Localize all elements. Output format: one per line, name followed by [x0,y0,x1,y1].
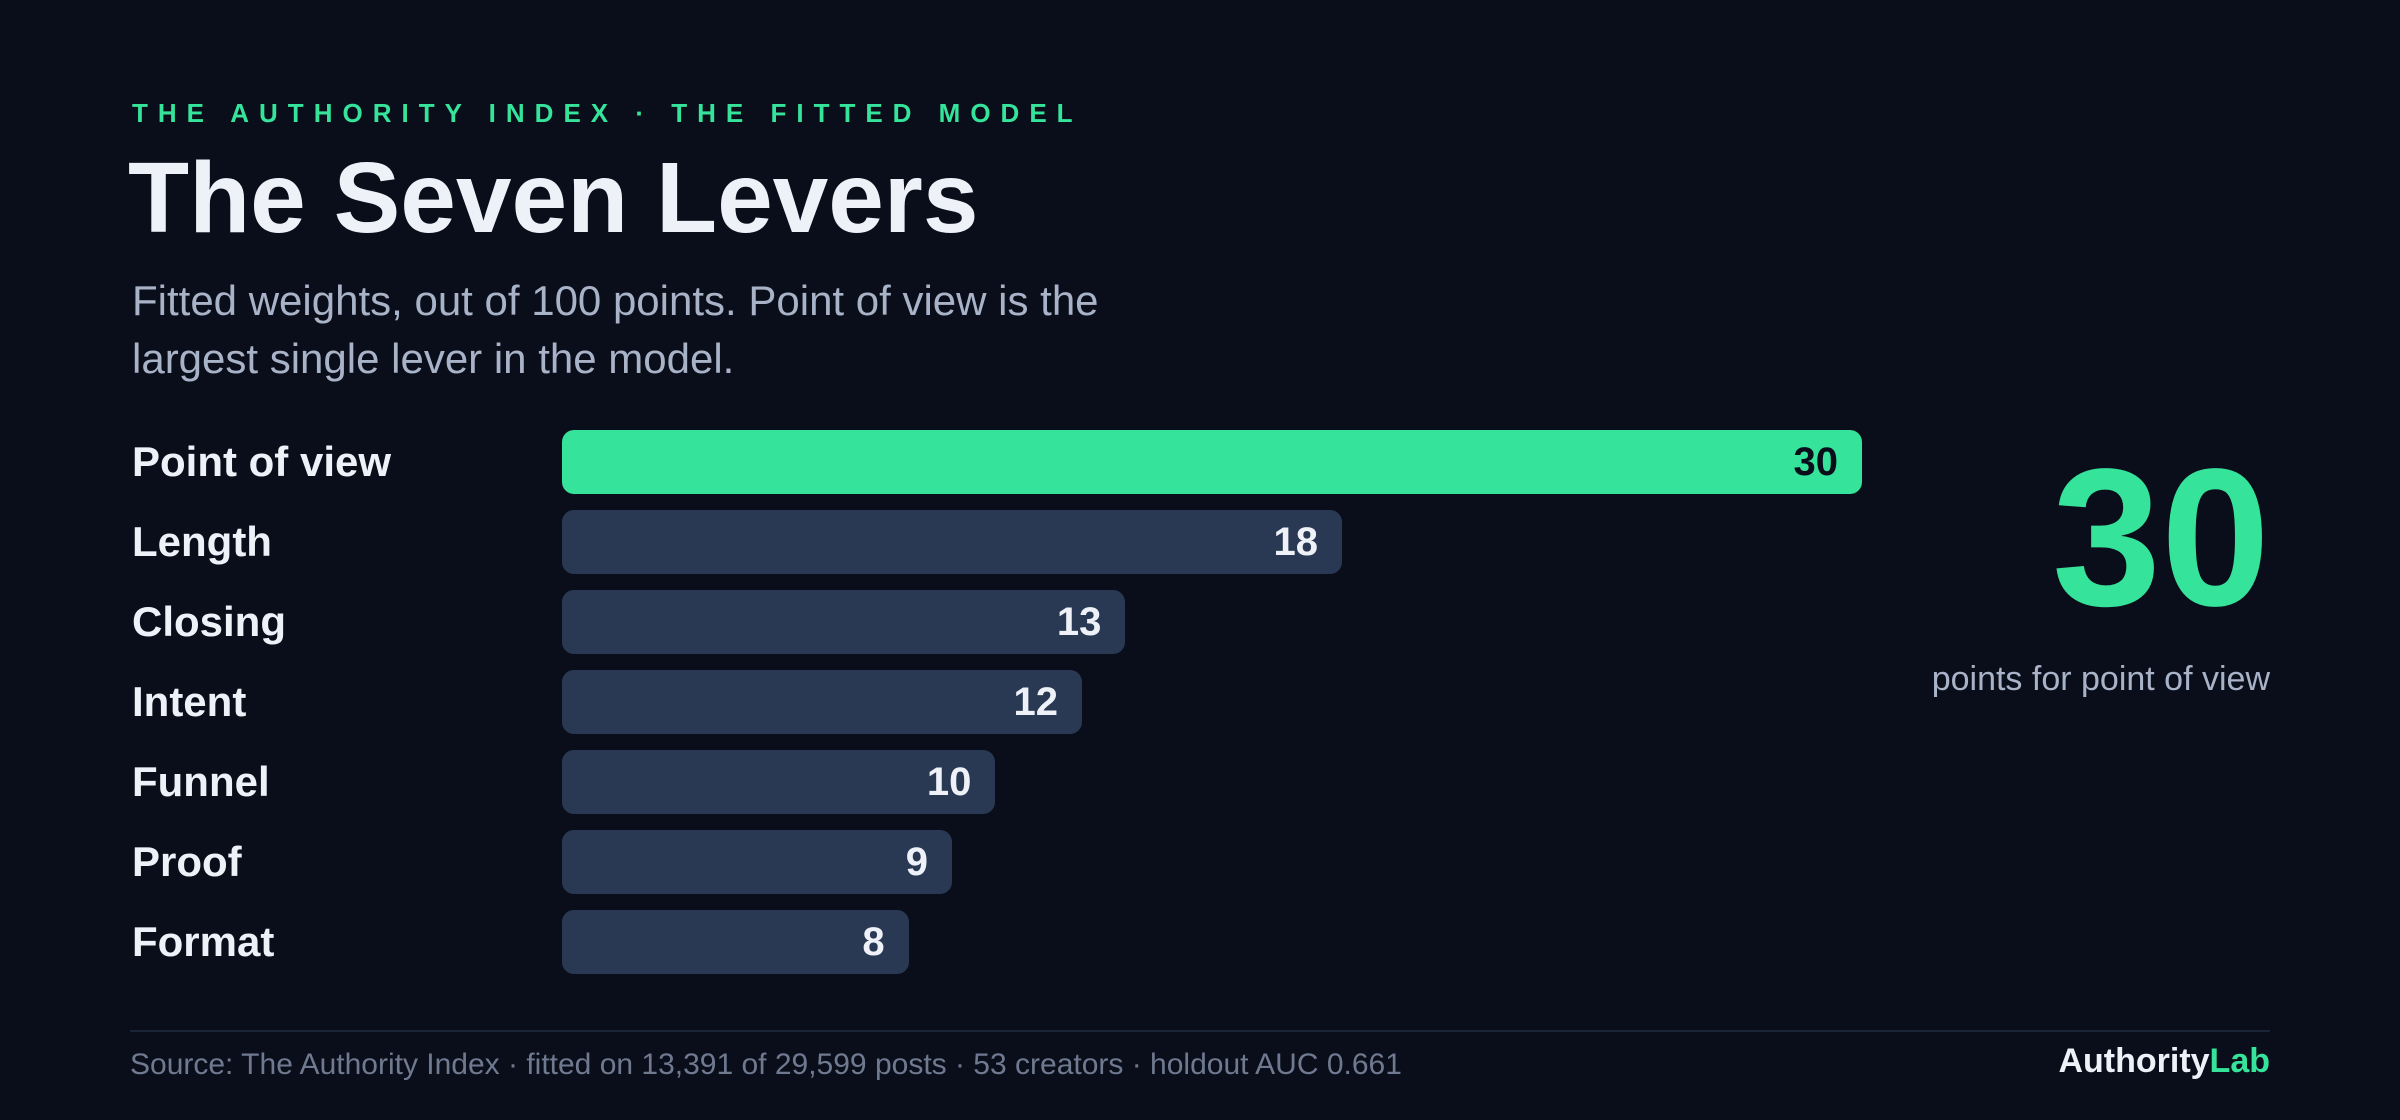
category-label: Closing [132,598,286,645]
bar-value-label: 13 [1056,600,1102,644]
bar: 9 [562,830,952,894]
category-label: Intent [132,678,247,725]
category-label: Funnel [132,758,270,805]
bar-row: Funnel 10 [0,750,1880,814]
bar-value-label: 18 [1273,520,1319,564]
source-note: Source: The Authority Index · fitted on … [130,1048,1402,1081]
bar-row: Format 8 [0,910,1880,974]
category-label: Length [132,518,272,565]
bar-value-label: 8 [862,920,885,964]
bar-row: Closing 13 [0,590,1880,654]
bar: 8 [562,910,909,974]
bar: 30 [562,430,1862,494]
bar-value-label: 30 [1793,440,1839,484]
chart-subtitle: Fitted weights, out of 100 points. Point… [132,277,1099,382]
callout: 30 points for point of view [1850,440,2270,699]
bar-row: Intent 12 [0,670,1880,734]
bar-value-label: 12 [1013,680,1059,724]
bar: 10 [562,750,996,814]
bar-row: Point of view 30 [0,430,1880,494]
bar: 12 [562,670,1082,734]
bar-row: Proof 9 [0,830,1880,894]
bar: 13 [562,590,1126,654]
category-label: Format [132,918,275,965]
category-label: Proof [132,838,242,885]
callout-value: 30 [2051,428,2270,647]
brand-logo: AuthorityLab [2058,1042,2270,1081]
bar-value-label: 10 [926,760,972,804]
bar: 18 [562,510,1342,574]
callout-caption: points for point of view [1931,660,2270,698]
footer-divider [130,1030,2270,1032]
brand-name-accent: Lab [2209,1042,2270,1080]
chart-title: The Seven Levers [128,142,979,254]
category-label: Point of view [132,438,392,485]
bar-row: Length 18 [0,510,1880,574]
eyebrow: THE AUTHORITY INDEX · THE FITTED MODEL [132,98,1083,128]
bar-value-label: 9 [905,840,928,884]
brand-name-part: Authority [2058,1042,2210,1080]
